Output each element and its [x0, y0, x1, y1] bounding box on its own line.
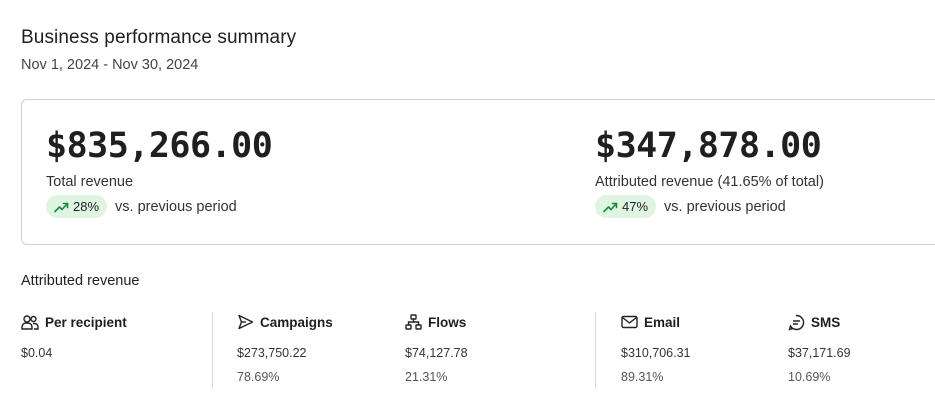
trend-up-icon: [603, 202, 618, 212]
stat-percent: 10.69%: [788, 370, 831, 384]
stat-campaigns: Campaigns $273,750.22 78.69%: [237, 312, 333, 385]
total-revenue-change: 28% vs. previous period: [46, 195, 272, 218]
stat-label: SMS: [811, 314, 841, 330]
stat-per-recipient: Per recipient $0.04: [21, 312, 127, 361]
attributed-revenue-metric: $347,878.00 Attributed revenue (41.65% o…: [595, 126, 824, 218]
stat-label: Campaigns: [260, 314, 333, 330]
stat-value: $37,171.69: [788, 346, 851, 360]
total-revenue-metric: $835,266.00 Total revenue 28% vs. previo…: [46, 126, 273, 218]
attributed-revenue-label: Attributed revenue (41.65% of total): [595, 174, 824, 190]
trend-up-icon: [54, 202, 69, 212]
divider: [595, 312, 596, 389]
send-icon: [238, 314, 254, 330]
attributed-revenue-value: $347,878.00: [595, 126, 822, 166]
stat-value: $310,706.31: [621, 346, 691, 360]
stat-percent: 21.31%: [405, 370, 448, 384]
change-percent: 47%: [622, 199, 649, 214]
report-header: Business performance summary Nov 1, 2024…: [21, 27, 296, 73]
change-percent: 28%: [73, 199, 100, 214]
people-icon: [21, 315, 39, 330]
flow-icon: [405, 314, 422, 330]
attributed-revenue-change: 47% vs. previous period: [595, 195, 824, 218]
change-badge: 28%: [46, 195, 108, 218]
attributed-revenue-breakdown: Per recipient $0.04 Campaigns $273,750.2…: [0, 312, 935, 392]
change-badge: 47%: [595, 195, 657, 218]
comparison-text: vs. previous period: [115, 198, 237, 215]
revenue-summary-card: $835,266.00 Total revenue 28% vs. previo…: [21, 99, 935, 245]
date-range: Nov 1, 2024 - Nov 30, 2024: [21, 57, 199, 73]
stat-value: $273,750.22: [237, 346, 307, 360]
comparison-text: vs. previous period: [664, 198, 786, 215]
stat-percent: 78.69%: [237, 370, 280, 384]
stat-email: Email $310,706.31 89.31%: [621, 312, 691, 385]
total-revenue-value: $835,266.00: [46, 126, 273, 166]
page-title: Business performance summary: [21, 27, 297, 48]
stat-value: $74,127.78: [405, 346, 468, 360]
divider: [212, 312, 213, 389]
mail-icon: [621, 315, 638, 329]
stat-label: Per recipient: [45, 314, 127, 330]
stat-percent: 89.31%: [621, 370, 664, 384]
stat-flows: Flows $74,127.78 21.31%: [405, 312, 468, 384]
stat-value: $0.04: [21, 346, 53, 360]
section-title: Attributed revenue: [21, 273, 140, 289]
sms-icon: [788, 314, 805, 331]
stat-sms: SMS $37,171.69 10.69%: [788, 312, 851, 384]
stat-label: Email: [644, 314, 681, 330]
total-revenue-label: Total revenue: [46, 174, 134, 190]
stat-label: Flows: [428, 314, 467, 330]
